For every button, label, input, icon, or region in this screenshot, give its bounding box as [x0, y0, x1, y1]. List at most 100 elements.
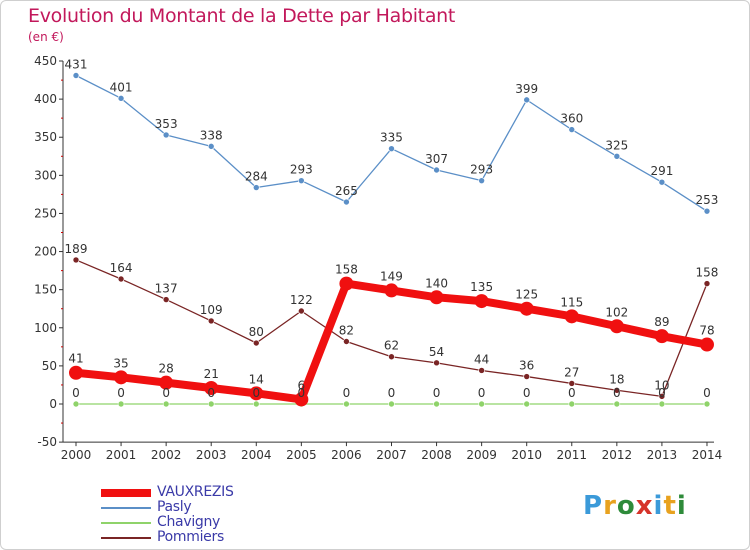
data-point	[298, 307, 305, 315]
legend-swatch	[101, 522, 151, 524]
data-label: 36	[519, 359, 534, 373]
data-point	[613, 400, 621, 408]
logo-letter: o	[616, 491, 636, 521]
x-tick-label: 2010	[511, 448, 542, 462]
data-label: 284	[245, 170, 268, 184]
y-tick-label: 250	[34, 206, 57, 220]
chart-legend: VAUXREZIS Pasly Chavigny Pommiers	[101, 485, 361, 545]
data-label: 401	[110, 80, 133, 94]
data-point	[114, 370, 129, 385]
data-point	[658, 178, 666, 186]
chart-title: Evolution du Montant de la Dette par Hab…	[28, 5, 456, 27]
data-point	[568, 126, 576, 133]
data-label: 335	[380, 131, 403, 145]
proxiti-logo: Proxiti	[583, 491, 687, 521]
data-point	[478, 400, 485, 408]
x-tick-label: 2005	[286, 448, 317, 462]
x-tick-label: 2002	[151, 448, 182, 462]
data-point	[294, 392, 309, 407]
data-label: 62	[384, 339, 399, 353]
y-tick-label: 150	[34, 283, 57, 297]
legend-item-vauxrezis: VAUXREZIS	[101, 485, 361, 500]
data-label: 325	[605, 138, 628, 152]
series-pasly	[72, 72, 711, 215]
data-point	[162, 296, 170, 303]
y-tick-label: 100	[34, 321, 57, 335]
data-label: 0	[162, 386, 170, 400]
data-point	[339, 276, 354, 291]
data-point	[658, 393, 666, 400]
y-tick-label: 350	[34, 130, 57, 144]
data-point	[207, 317, 215, 325]
data-point	[72, 256, 80, 264]
data-label: 137	[155, 282, 178, 296]
data-point	[388, 145, 395, 152]
data-label: 164	[110, 261, 133, 275]
data-label: 27	[564, 365, 579, 379]
data-label: 0	[117, 386, 125, 400]
data-label: 82	[339, 323, 354, 337]
data-point	[343, 400, 350, 408]
x-tick-label: 2012	[602, 448, 633, 462]
data-label: 0	[388, 386, 396, 400]
legend-label: Pasly	[157, 499, 192, 515]
data-point	[384, 283, 399, 298]
y-tick-label: 200	[34, 245, 57, 259]
data-point	[69, 365, 83, 380]
logo-letter: x	[635, 491, 654, 521]
data-label: 353	[155, 117, 178, 131]
series-chavigny	[72, 400, 711, 408]
data-point	[523, 400, 531, 408]
data-label: 18	[609, 372, 624, 386]
data-point	[478, 367, 485, 374]
data-point	[252, 184, 260, 191]
data-label: 10	[654, 378, 669, 392]
series-vauxrezis	[69, 276, 714, 407]
data-point	[474, 294, 489, 309]
data-label: 189	[65, 242, 88, 256]
logo-letter: P	[583, 491, 604, 521]
data-point	[117, 400, 125, 408]
x-tick-label: 2009	[466, 448, 497, 462]
legend-label: VAUXREZIS	[157, 484, 234, 500]
data-label: 21	[204, 367, 219, 381]
data-label: 125	[515, 288, 538, 302]
legend-label: Chavigny	[157, 514, 221, 530]
data-point	[207, 400, 215, 408]
y-tick-label: 300	[34, 168, 57, 182]
data-point	[207, 143, 215, 150]
data-point	[703, 400, 711, 408]
legend-item-pommiers: Pommiers	[101, 530, 361, 545]
logo-letter: t	[663, 491, 677, 521]
data-label: 0	[72, 386, 80, 400]
data-point	[72, 400, 80, 408]
data-point	[433, 359, 440, 367]
data-point	[117, 275, 125, 283]
data-point	[519, 301, 534, 316]
logo-letter: r	[603, 491, 617, 521]
data-label: 54	[429, 345, 444, 359]
data-label: 265	[335, 184, 358, 198]
x-tick-label: 2000	[61, 448, 92, 462]
data-label: 0	[703, 386, 711, 400]
data-label: 35	[113, 356, 128, 370]
data-point	[117, 95, 125, 102]
data-point	[658, 400, 666, 408]
series-pommiers	[72, 256, 711, 400]
data-point	[343, 338, 350, 345]
x-tick-label: 2003	[196, 448, 227, 462]
y-tick-label: 0	[49, 397, 57, 411]
data-label: 431	[65, 57, 88, 71]
data-label: 102	[605, 305, 628, 319]
data-point	[613, 152, 621, 160]
data-point	[249, 386, 264, 401]
data-label: 115	[560, 295, 583, 309]
x-tick-label: 2014	[692, 448, 723, 462]
legend-swatch	[101, 507, 151, 509]
chart-unit: (en €)	[28, 30, 64, 44]
data-point	[204, 380, 219, 395]
data-label: 0	[433, 386, 441, 400]
data-point	[699, 337, 714, 352]
legend-item-chavigny: Chavigny	[101, 515, 361, 530]
data-label: 135	[470, 280, 493, 294]
